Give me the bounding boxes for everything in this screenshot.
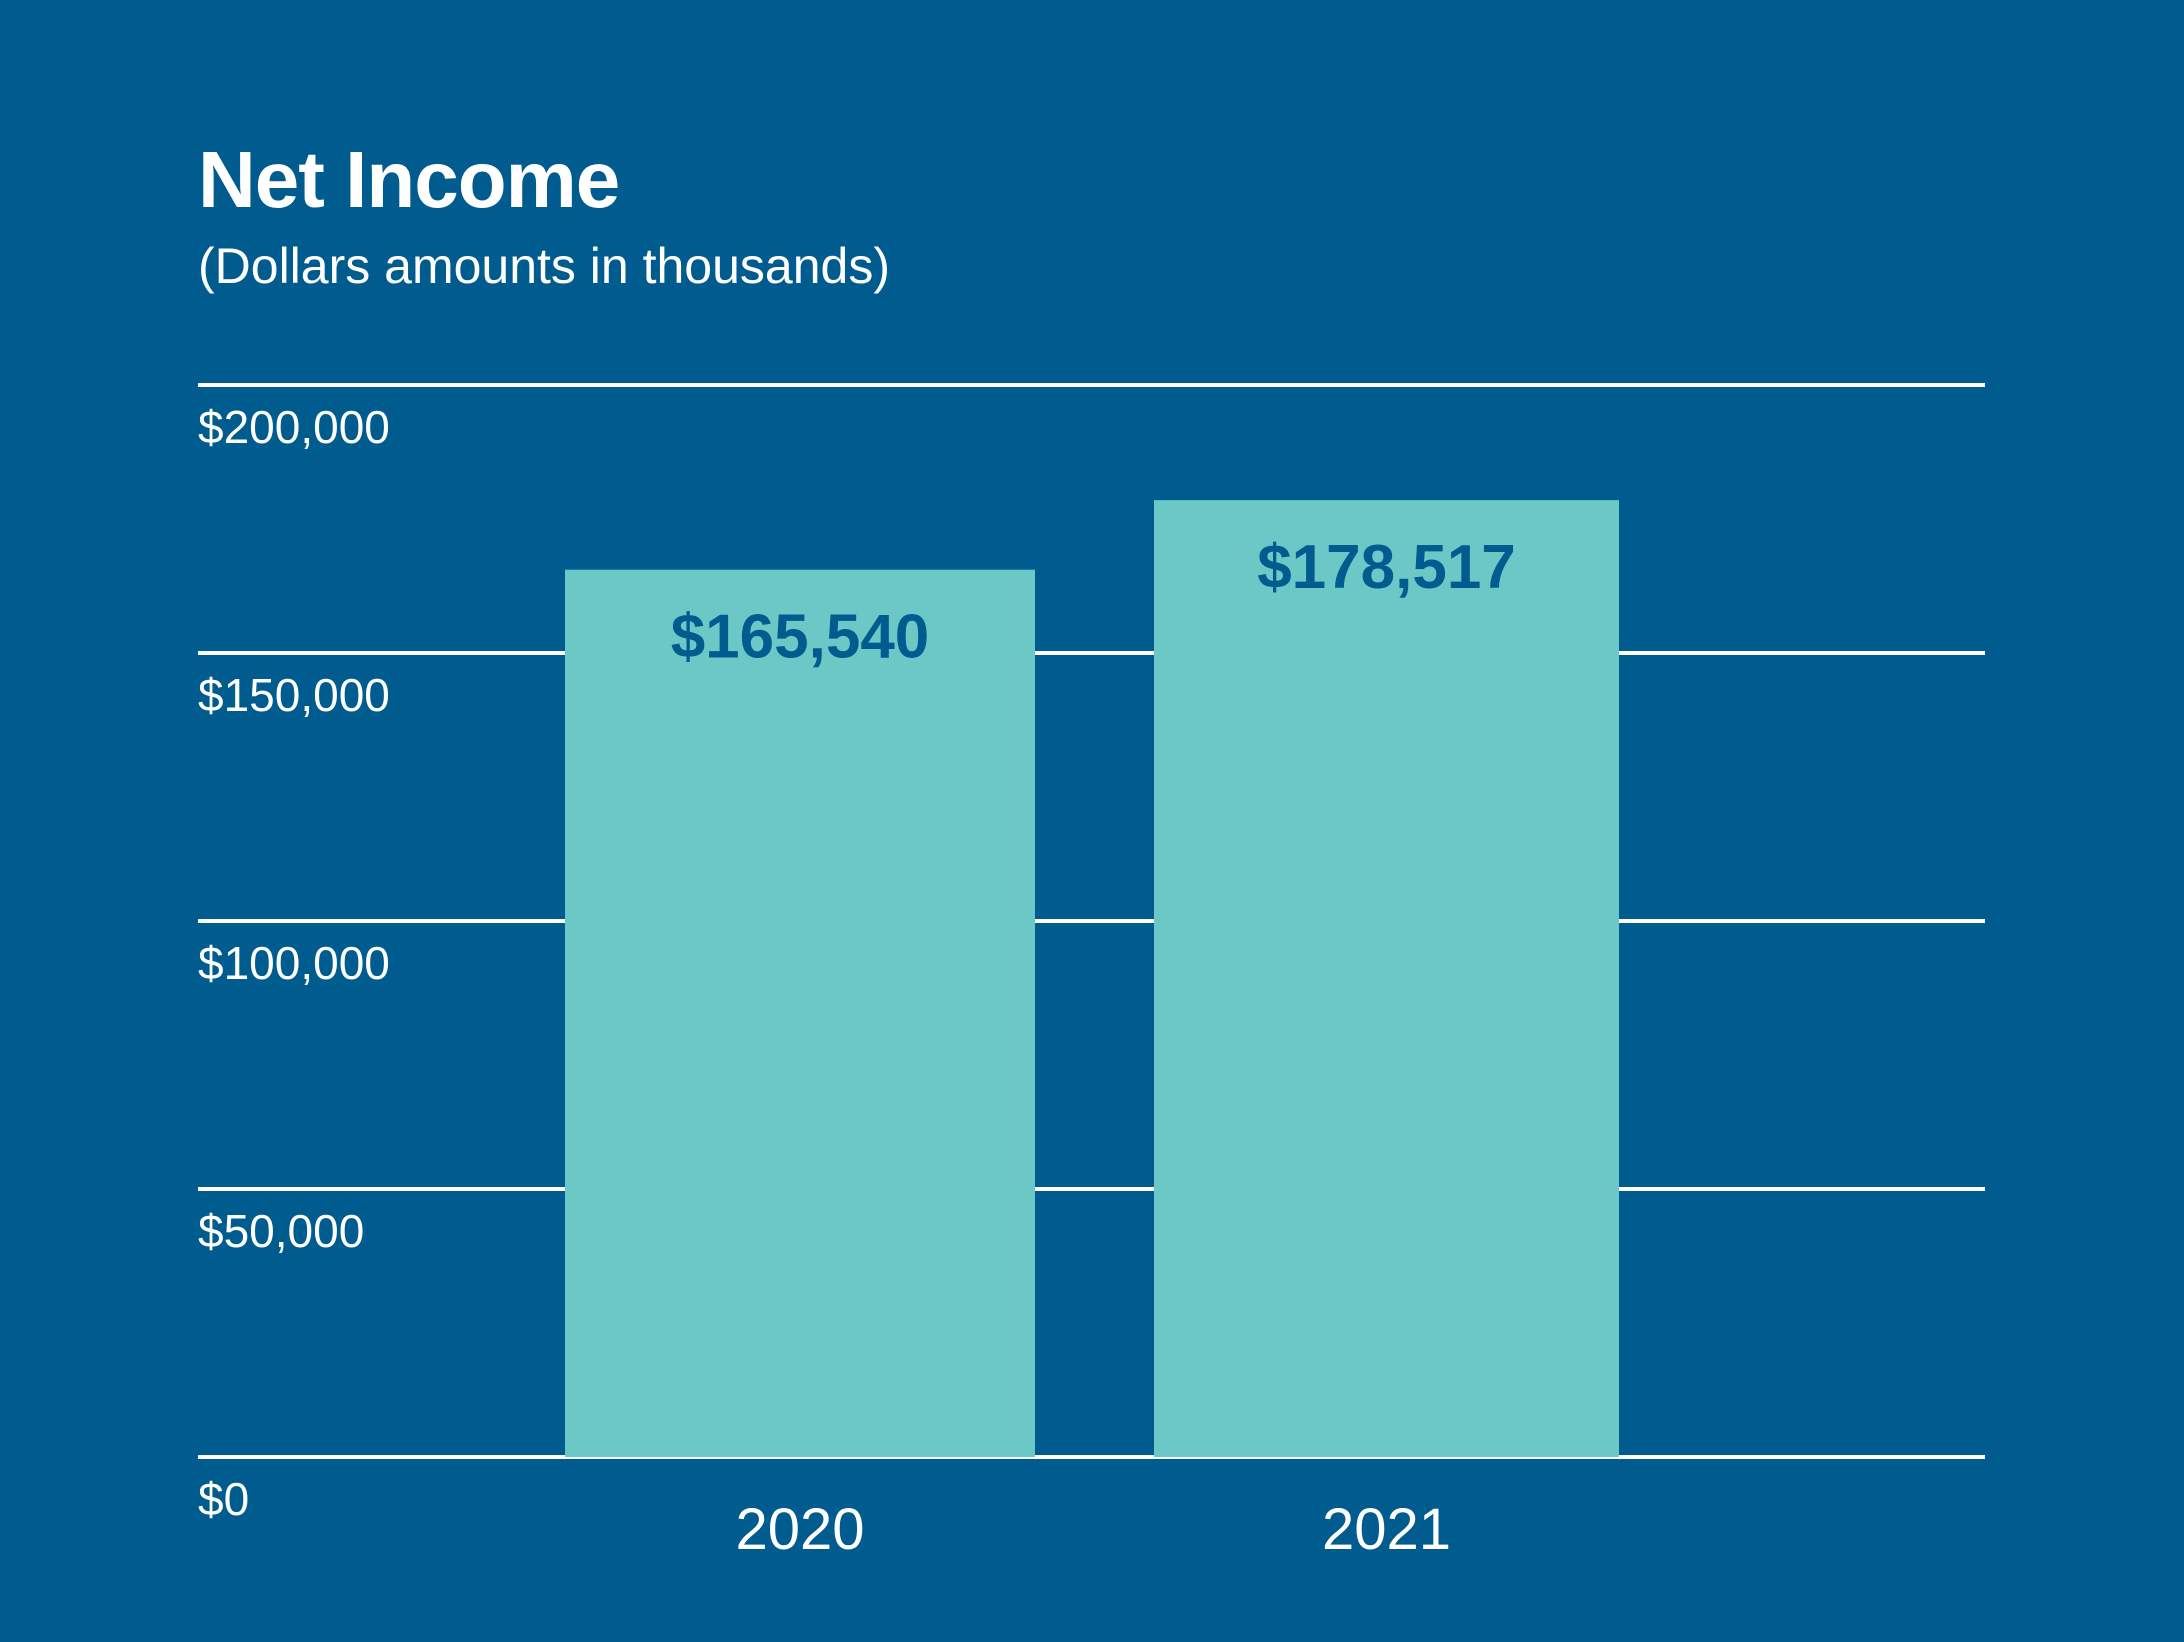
chart-title: Net Income [198,135,620,224]
labels: $0 $50,000 $100,000 $150,000 $200,000 $165,54… [198,401,1516,1562]
chart-subtitle: (Dollars amounts in thousands) [198,238,890,294]
y-tick-label: $0 [198,1473,249,1525]
y-tick-label: $200,000 [198,401,390,453]
gridlines [198,383,1985,1459]
x-category-label: 2020 [735,1497,864,1562]
x-category-label: 2021 [1322,1497,1451,1562]
y-tick-label: $150,000 [198,669,390,721]
y-tick-label: $100,000 [198,937,390,989]
bar-2021 [1154,500,1619,1457]
y-tick-label: $50,000 [198,1205,364,1257]
data-label: $178,517 [1257,533,1516,602]
bars [565,500,1619,1457]
data-label: $165,540 [671,603,930,672]
bar-2020 [565,569,1035,1457]
